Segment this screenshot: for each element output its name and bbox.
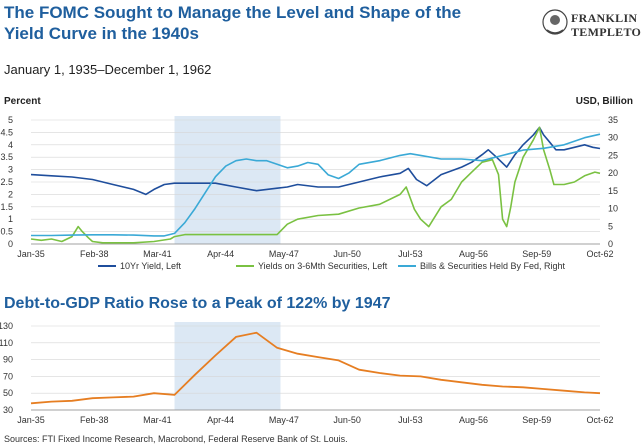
y-tick-label: 2 [8, 189, 13, 199]
left-axis-label: Percent [4, 96, 41, 107]
y-tick-label: 0 [8, 239, 13, 249]
x-tick-label: Sep-59 [522, 415, 551, 425]
logo-line-1: FRANKLIN [571, 11, 638, 25]
y2-tick-label: 30 [608, 133, 618, 143]
x-tick-label: Mar-41 [143, 249, 172, 259]
x-tick-label: Mar-41 [143, 415, 172, 425]
y-tick-label: 30 [3, 405, 13, 415]
page-title: The FOMC Sought to Manage the Level and … [4, 3, 462, 43]
x-tick-label: Jan-35 [17, 249, 45, 259]
legend-label-2: Bills & Securities Held By Fed, Right [420, 261, 566, 271]
legend-label-1: Yields on 3-6Mth Securities, Left [258, 261, 388, 271]
y-tick-label: 70 [3, 371, 13, 381]
right-axis-label: USD, Billion [575, 96, 633, 107]
shaded-period [174, 116, 281, 244]
y2-tick-label: 10 [608, 204, 618, 214]
y2-tick-label: 20 [608, 168, 618, 178]
laurel-head-icon [542, 9, 568, 35]
y-tick-label: 1.5 [0, 202, 13, 212]
x-tick-label: Jan-35 [17, 415, 45, 425]
sources-note: Sources: FTI Fixed Income Research, Macr… [4, 434, 348, 444]
y-tick-label: 2.5 [0, 177, 13, 187]
y2-tick-label: 35 [608, 115, 618, 125]
y-tick-label: 0.5 [0, 227, 13, 237]
date-range-subtitle: January 1, 1935–December 1, 1962 [4, 62, 212, 77]
series-line-0 [30, 331, 601, 405]
y2-tick-label: 0 [608, 239, 613, 249]
y-tick-label: 130 [0, 321, 13, 331]
y2-tick-label: 25 [608, 150, 618, 160]
x-tick-label: Jun-50 [333, 249, 361, 259]
y-tick-label: 50 [3, 388, 13, 398]
y2-tick-label: 15 [608, 186, 618, 196]
x-tick-label: Aug-56 [459, 249, 488, 259]
series-line-0 [30, 126, 601, 196]
debt-to-gdp-chart: 30 50 70 90 110 130 Jan-35 Feb-38 Mar-41 Apr-44 Ma… [0, 321, 614, 425]
x-tick-label: Apr-44 [207, 249, 234, 259]
x-tick-label: Oct-62 [586, 249, 613, 259]
series-line-1 [30, 126, 601, 244]
yield-curve-chart: 0 0.5 1 1.5 2 2.5 3 3.5 4 4.5 5 0 5 10 15 20 25 30 35 Jan-3… [0, 115, 618, 271]
x-tick-label: Feb-38 [80, 415, 109, 425]
y-tick-label: 4.5 [0, 127, 13, 137]
x-tick-label: Sep-59 [522, 249, 551, 259]
legend-label-0: 10Yr Yield, Left [120, 261, 182, 271]
logo-line-2: TEMPLETON [571, 25, 641, 39]
x-tick-label: Aug-56 [459, 415, 488, 425]
x-tick-label: Jul-53 [398, 249, 423, 259]
debt-chart-title: Debt-to-GDP Ratio Rose to a Peak of 122%… [4, 295, 391, 312]
x-tick-label: Feb-38 [80, 249, 109, 259]
y-tick-label: 3.5 [0, 152, 13, 162]
shaded-period [174, 322, 281, 410]
y2-tick-label: 5 [608, 221, 613, 231]
y-tick-label: 110 [0, 338, 13, 348]
x-tick-label: May-47 [269, 249, 299, 259]
y-tick-label: 5 [8, 115, 13, 125]
franklin-templeton-logo: FRANKLIN TEMPLETON [541, 8, 641, 40]
logo-wordmark: FRANKLIN TEMPLETON [571, 11, 641, 39]
x-tick-label: Apr-44 [207, 415, 234, 425]
y-tick-label: 90 [3, 355, 13, 365]
x-tick-label: May-47 [269, 415, 299, 425]
x-tick-label: Oct-62 [586, 415, 613, 425]
x-tick-label: Jun-50 [333, 415, 361, 425]
y-tick-label: 3 [8, 165, 13, 175]
series-line-2 [31, 133, 601, 237]
x-tick-label: Jul-53 [398, 415, 423, 425]
y-tick-label: 1 [8, 214, 13, 224]
y-tick-label: 4 [8, 140, 13, 150]
